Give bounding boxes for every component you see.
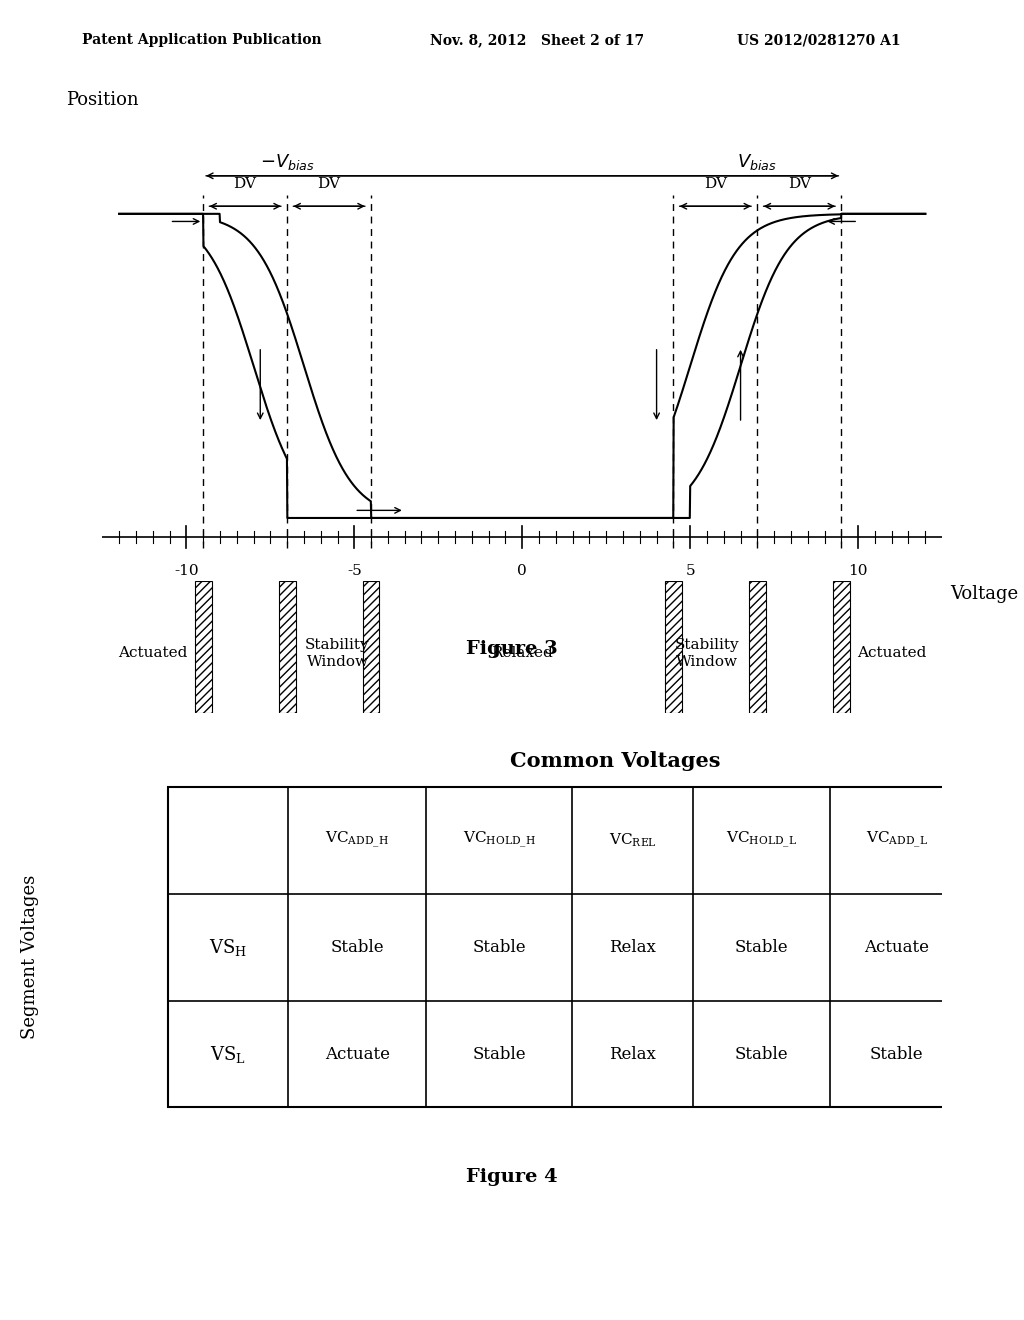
Text: Actuated: Actuated — [857, 647, 927, 660]
Text: Relax: Relax — [609, 1045, 655, 1063]
Text: Figure 4: Figure 4 — [466, 1168, 558, 1187]
Text: VC$_{\mathregular{HOLD\_L}}$: VC$_{\mathregular{HOLD\_L}}$ — [726, 830, 797, 850]
Text: Stable: Stable — [331, 939, 384, 956]
Text: Position: Position — [67, 91, 138, 110]
Text: Stable: Stable — [472, 939, 526, 956]
Bar — [749, 581, 766, 713]
Bar — [362, 581, 380, 713]
Text: Actuate: Actuate — [864, 939, 930, 956]
Text: VS$_{\mathregular{H}}$: VS$_{\mathregular{H}}$ — [209, 937, 247, 957]
Bar — [833, 581, 850, 713]
Text: DV: DV — [703, 177, 727, 191]
Text: $-V_{bias}$: $-V_{bias}$ — [260, 152, 314, 172]
Text: Stable: Stable — [870, 1045, 924, 1063]
Text: VC$_{\mathregular{ADD\_L}}$: VC$_{\mathregular{ADD\_L}}$ — [866, 830, 928, 850]
Text: VS$_{\mathregular{L}}$: VS$_{\mathregular{L}}$ — [210, 1044, 246, 1064]
Text: Voltage: Voltage — [950, 585, 1019, 603]
Text: $V_{bias}$: $V_{bias}$ — [737, 152, 777, 172]
Text: Actuated: Actuated — [118, 647, 187, 660]
Text: Nov. 8, 2012   Sheet 2 of 17: Nov. 8, 2012 Sheet 2 of 17 — [430, 33, 644, 48]
Text: DV: DV — [233, 177, 257, 191]
Text: DV: DV — [317, 177, 341, 191]
Text: Stable: Stable — [734, 1045, 788, 1063]
Text: VC$_{\mathregular{REL}}$: VC$_{\mathregular{REL}}$ — [608, 832, 656, 849]
Text: VC$_{\mathregular{ADD\_H}}$: VC$_{\mathregular{ADD\_H}}$ — [326, 830, 389, 850]
Text: Actuate: Actuate — [325, 1045, 390, 1063]
Text: DV: DV — [787, 177, 811, 191]
Text: Patent Application Publication: Patent Application Publication — [82, 33, 322, 48]
Text: Segment Voltages: Segment Voltages — [22, 875, 39, 1039]
Text: Common Voltages: Common Voltages — [510, 751, 721, 771]
Text: US 2012/0281270 A1: US 2012/0281270 A1 — [737, 33, 901, 48]
Bar — [195, 581, 212, 713]
Text: 0: 0 — [517, 564, 527, 578]
Text: Stable: Stable — [472, 1045, 526, 1063]
Text: Relax: Relax — [609, 939, 655, 956]
Text: Figure 3: Figure 3 — [466, 640, 558, 659]
Text: 10: 10 — [848, 564, 868, 578]
Bar — [665, 581, 682, 713]
Text: 5: 5 — [685, 564, 695, 578]
Text: -5: -5 — [347, 564, 361, 578]
Text: VC$_{\mathregular{HOLD\_H}}$: VC$_{\mathregular{HOLD\_H}}$ — [463, 830, 536, 850]
Text: Stability
Window: Stability Window — [675, 639, 739, 668]
Text: Relaxed: Relaxed — [492, 647, 553, 660]
Text: -10: -10 — [174, 564, 199, 578]
Text: Stable: Stable — [734, 939, 788, 956]
Text: Stability
Window: Stability Window — [305, 639, 370, 668]
Bar — [279, 581, 296, 713]
